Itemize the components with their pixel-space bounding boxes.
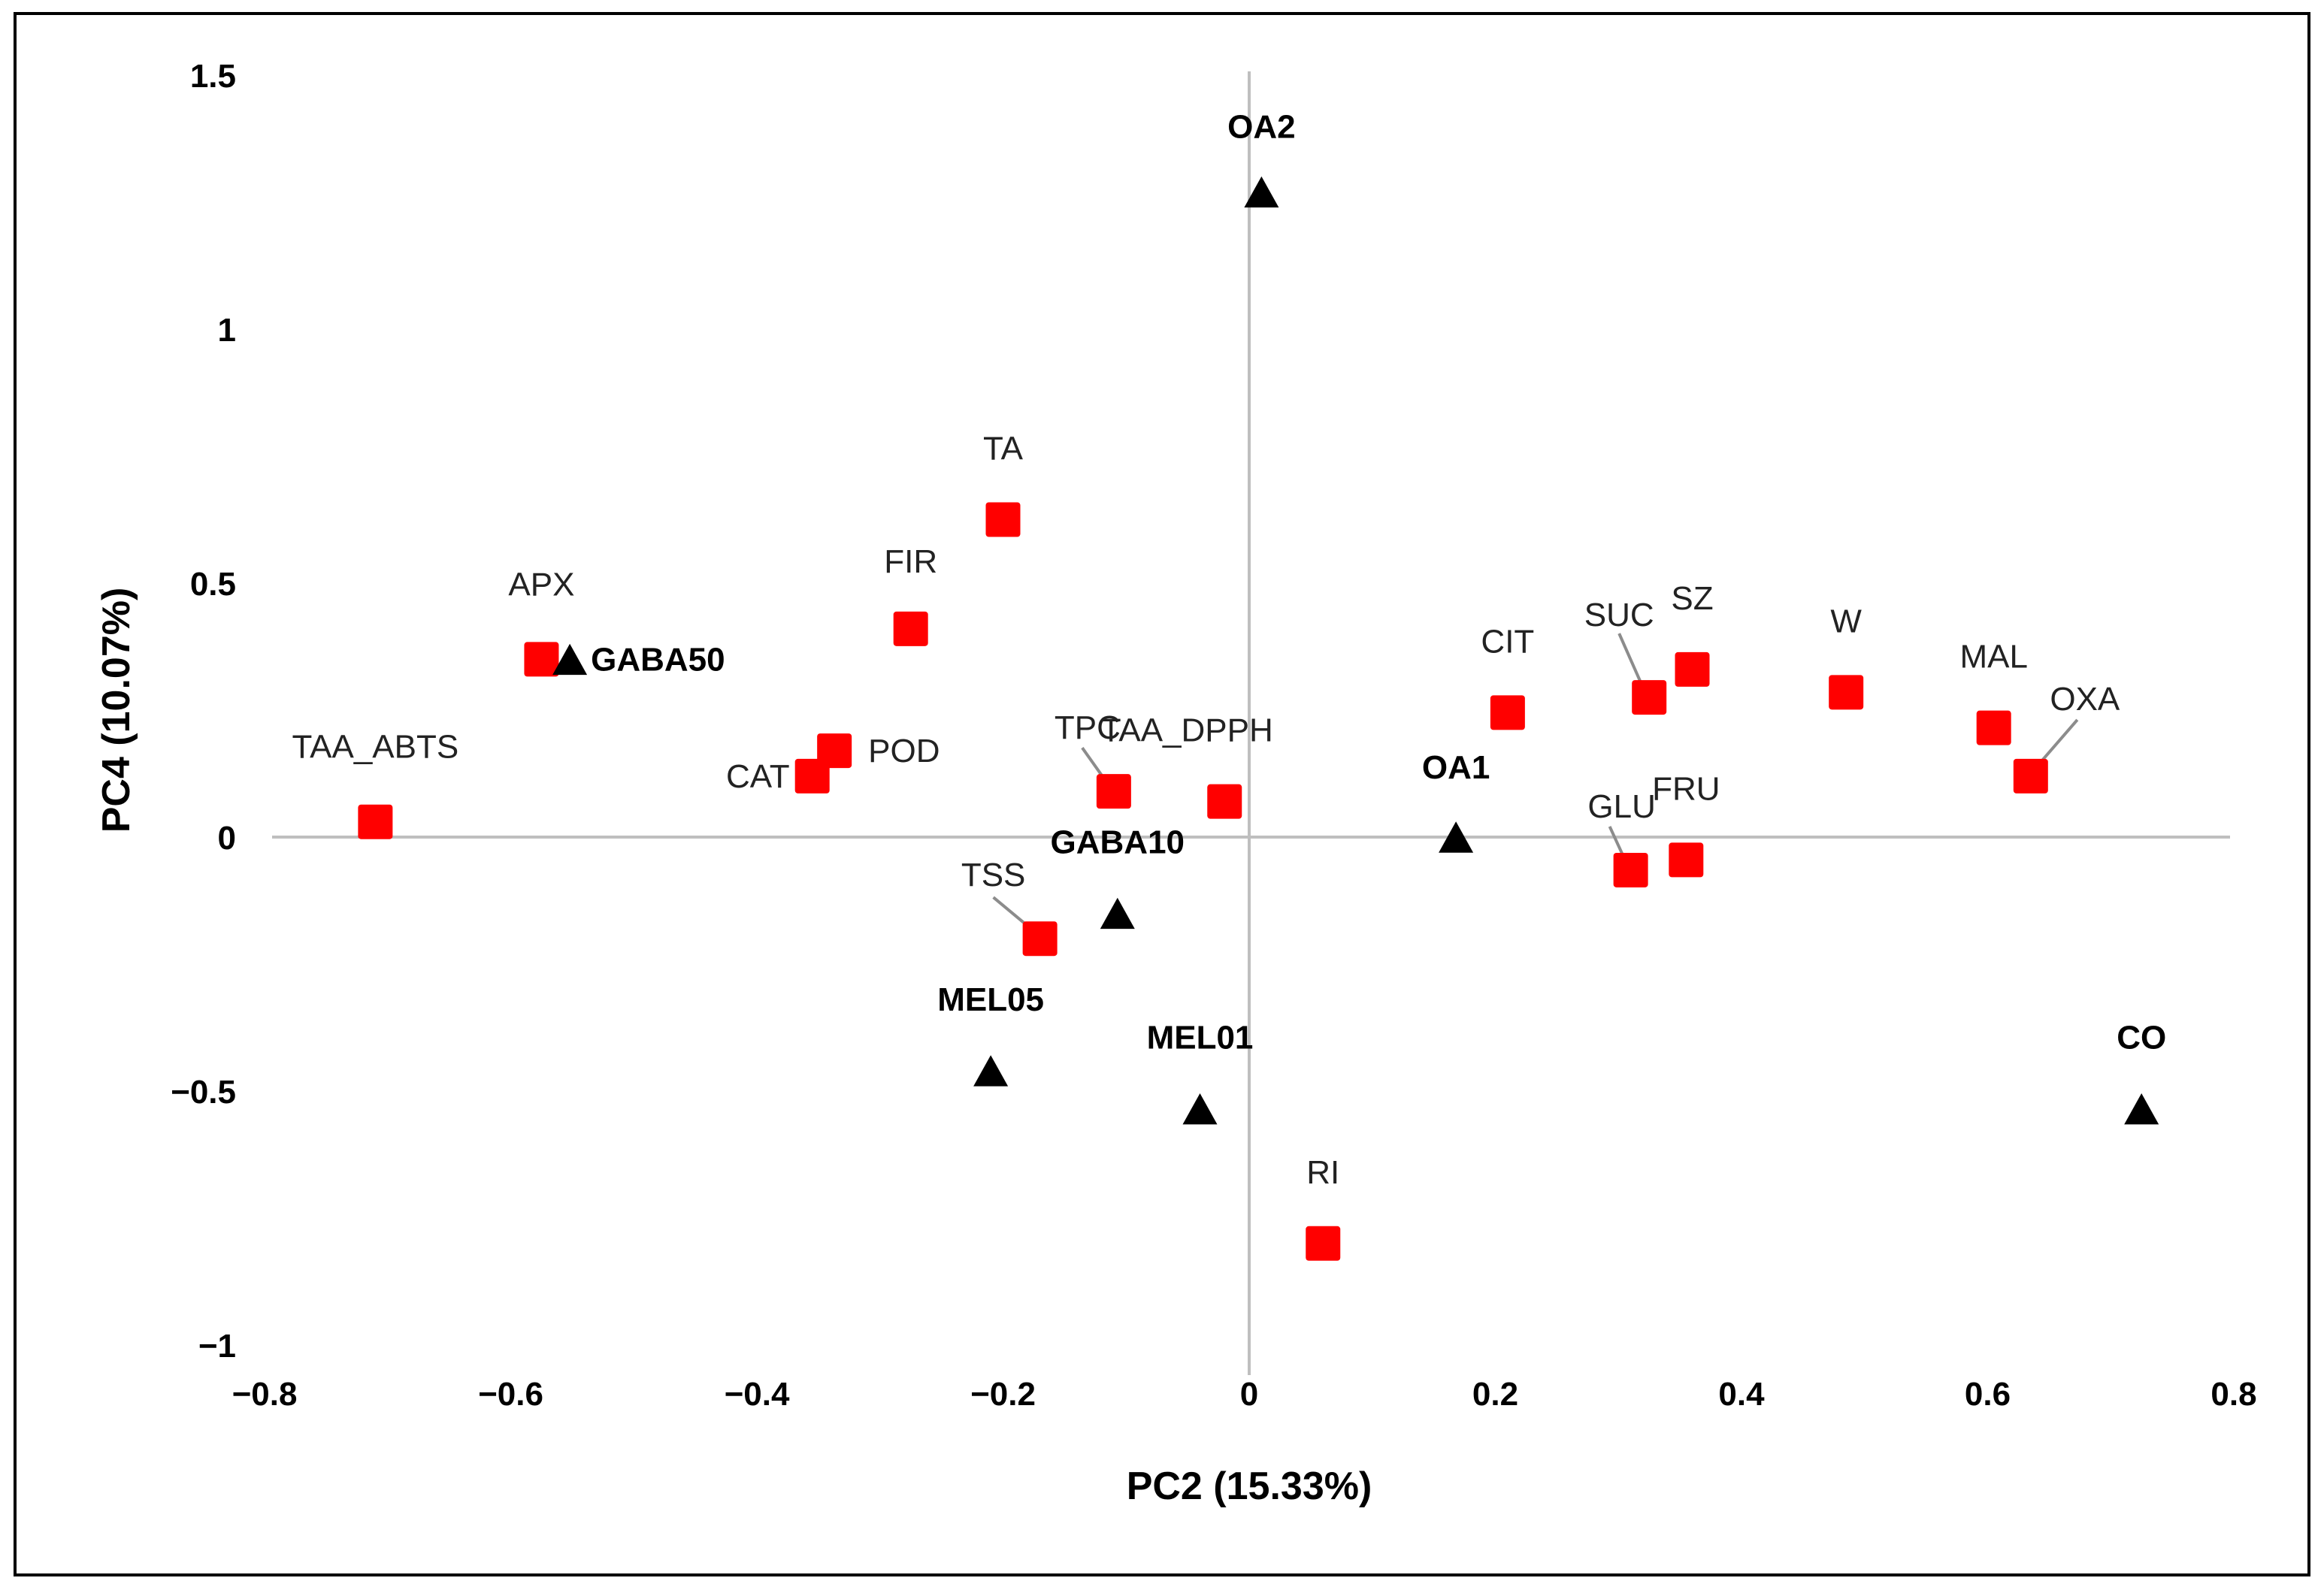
x-tick-label: 0.8 [2211, 1376, 2256, 1413]
x-tick-label: 0.2 [1472, 1376, 1518, 1413]
square-marker [1306, 1226, 1341, 1261]
x-axis-title: PC2 (15.33%) [1127, 1465, 1372, 1508]
treatment-label: MEL05 [937, 981, 1044, 1018]
square-marker [358, 804, 393, 839]
square-marker [817, 733, 852, 769]
square-marker [1632, 680, 1667, 715]
variable-label: POD [868, 733, 940, 769]
y-tick-label: 1.5 [190, 58, 236, 95]
y-tick-label: 0.5 [190, 566, 236, 603]
square-marker [1976, 710, 2011, 745]
variable-label: CIT [1481, 623, 1534, 660]
triangle-marker [1244, 176, 1279, 208]
triangle-marker [1439, 821, 1474, 853]
treatment-label: OA1 [1422, 749, 1490, 786]
variable-label: OXA [2050, 681, 2120, 718]
variable-label: FRU [1652, 770, 1720, 807]
data-marks [358, 176, 2159, 1261]
treatment-label: CO [2117, 1020, 2166, 1056]
square-marker [1022, 921, 1058, 957]
square-marker [1613, 852, 1648, 887]
triangle-marker [1100, 897, 1135, 930]
square-marker [524, 642, 559, 677]
axes-layer: −0.8 −0.6 −0.4 −0.2 0 0.2 0.4 0.6 0.8 1.5 1 0.5 0 −0.… [171, 58, 2256, 1413]
square-marker [2013, 758, 2048, 793]
square-marker [1675, 651, 1710, 687]
treatment-label: MEL01 [1147, 1020, 1254, 1056]
variable-label: TPC [1055, 709, 1121, 746]
x-tick-label: 0.4 [1718, 1376, 1765, 1413]
x-tick-label: −0.2 [970, 1376, 1036, 1413]
x-tick-label: 0.6 [1965, 1376, 2011, 1413]
variable-label: SUC [1584, 597, 1654, 633]
x-tick-label: 0 [1240, 1376, 1258, 1413]
square-marker [1669, 842, 1704, 878]
chart-frame: −0.8 −0.6 −0.4 −0.2 0 0.2 0.4 0.6 0.8 1.5 1 0.5 0 −0.… [14, 12, 2310, 1576]
triangle-marker [2124, 1093, 2159, 1125]
y-tick-label: −1 [198, 1328, 236, 1365]
y-tick-label: 1 [218, 312, 236, 349]
x-tick-label: −0.8 [232, 1376, 298, 1413]
variable-label: GLU [1587, 788, 1655, 825]
variable-label: CAT [726, 758, 790, 795]
y-tick-label: 0 [218, 820, 236, 857]
triangle-marker [973, 1055, 1009, 1087]
variable-label: TSS [961, 857, 1026, 893]
square-marker [985, 502, 1021, 537]
square-marker [893, 611, 928, 646]
pca-scatter-plot: −0.8 −0.6 −0.4 −0.2 0 0.2 0.4 0.6 0.8 1.5 1 0.5 0 −0.… [95, 58, 2257, 1508]
treatment-label: GABA50 [591, 641, 725, 678]
x-tick-label: −0.6 [478, 1376, 543, 1413]
variable-label: W [1830, 603, 1862, 639]
variable-label: TA [983, 431, 1024, 467]
square-marker [1207, 784, 1242, 819]
triangle-marker [552, 643, 588, 676]
treatment-label: GABA10 [1051, 824, 1185, 860]
treatment-label: OA2 [1227, 108, 1295, 145]
x-tick-label: −0.4 [725, 1376, 790, 1413]
variable-label: FIR [884, 543, 937, 580]
variable-label: TAA_DPPH [1101, 712, 1273, 749]
square-marker [1096, 774, 1131, 809]
square-marker [1490, 695, 1525, 730]
variable-label: MAL [1959, 639, 2027, 676]
y-axis-title: PC4 (10.07%) [95, 588, 138, 833]
variable-label: APX [508, 566, 574, 603]
leader-lines [992, 633, 2079, 933]
square-marker [1829, 675, 1864, 710]
variable-label: SZ [1671, 580, 1713, 617]
variable-label: TAA_ABTS [292, 729, 459, 766]
triangle-marker [1182, 1093, 1218, 1125]
variable-label: RI [1306, 1154, 1339, 1191]
y-tick-label: −0.5 [171, 1074, 236, 1111]
